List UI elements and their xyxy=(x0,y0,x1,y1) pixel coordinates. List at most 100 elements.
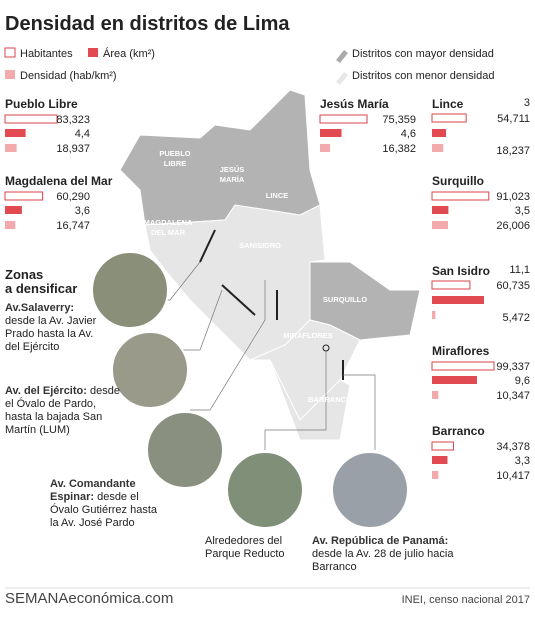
value-label: 34,378 xyxy=(496,441,530,453)
value-label: 75,359 xyxy=(382,114,416,126)
bar xyxy=(432,221,448,229)
district-name: San Isidro xyxy=(432,264,490,278)
bar xyxy=(5,206,22,214)
bar xyxy=(431,113,467,123)
legend-swatch xyxy=(336,50,348,63)
zone-name: Av. del Ejército: xyxy=(5,385,87,397)
map-label: MAGDALENA xyxy=(144,218,193,227)
zones-title-line: a densificar xyxy=(5,281,78,296)
value-label: 60,735 xyxy=(496,280,530,292)
value-label: 91,023 xyxy=(496,191,530,203)
bar xyxy=(431,280,471,290)
zone-description: desde la Av. Javier Prado hasta la Av. d… xyxy=(5,315,97,353)
brand: SEMANAeconómica.com xyxy=(5,590,173,607)
value-label: 83,323 xyxy=(56,114,90,126)
value-label: 60,290 xyxy=(56,191,90,203)
map-label: SANISIDRO xyxy=(239,241,281,250)
bar xyxy=(432,456,448,464)
value-label: 3 xyxy=(524,97,530,109)
map-label: PUEBLO xyxy=(159,149,190,158)
value-label: 26,006 xyxy=(496,220,530,232)
map-label: LIBRE xyxy=(164,159,187,168)
district-name: Jesús María xyxy=(320,97,389,111)
map-label: MARÍA xyxy=(220,175,245,184)
legend-label: Distritos con menor densidad xyxy=(352,70,494,82)
bar xyxy=(432,129,447,137)
zone-description: desde el Óvalo Gutiérrez hasta la Av. Jo… xyxy=(50,491,157,529)
zone-note: Av. República de Panamá: desde la Av. 28… xyxy=(312,535,462,574)
bar xyxy=(5,144,17,152)
zone-name: Av.Salaverry: xyxy=(5,302,75,314)
bar xyxy=(320,144,331,152)
value-label: 4,4 xyxy=(75,128,90,140)
zones-title-line: Zonas xyxy=(5,267,44,282)
value-label: 11,1 xyxy=(509,264,530,276)
zone-note: Av. Comandante Espinar: desde el Óvalo G… xyxy=(50,478,160,530)
zone-name: Av. República de Panamá: xyxy=(312,535,449,547)
legend-swatch xyxy=(4,47,16,58)
bar xyxy=(319,114,368,124)
bar xyxy=(432,471,439,479)
legend-swatch xyxy=(88,48,98,57)
source: INEI, censo nacional 2017 xyxy=(402,594,530,606)
zone-note: Av.Salaverry: desde la Av. Javier Prado … xyxy=(5,302,105,354)
bar xyxy=(432,311,436,319)
bar xyxy=(431,191,490,201)
bar xyxy=(5,221,16,229)
map-label: BARRANCO xyxy=(308,395,352,404)
district-name: Magdalena del Mar xyxy=(5,174,113,188)
value-label: 4,6 xyxy=(401,128,416,140)
map-label: JESÚS xyxy=(220,165,245,174)
bar xyxy=(431,441,454,451)
map-label: LINCE xyxy=(266,191,289,200)
value-label: 99,337 xyxy=(496,361,530,373)
zone-description: Alrededores del Parque Reducto xyxy=(205,535,285,560)
legend-label: Densidad (hab/km²) xyxy=(20,70,117,82)
zone-description: desde la Av. 28 de julio hacia Barranco xyxy=(312,548,454,573)
district-name: Miraflores xyxy=(432,344,490,358)
district-name: Lince xyxy=(432,97,464,111)
bar xyxy=(431,361,495,371)
map-label: DEL MAR xyxy=(151,228,186,237)
value-label: 9,6 xyxy=(515,375,530,387)
value-label: 16,747 xyxy=(56,220,90,232)
legend-label: Habitantes xyxy=(20,48,73,60)
value-label: 10,417 xyxy=(496,470,530,482)
bar xyxy=(432,391,439,399)
bar xyxy=(432,296,484,304)
bar xyxy=(432,206,449,214)
bar xyxy=(432,144,444,152)
title: Densidad en distritos de Lima xyxy=(5,13,290,35)
legend-label: Área (km²) xyxy=(103,47,155,60)
value-label: 10,347 xyxy=(496,390,530,402)
district-name: Barranco xyxy=(432,424,485,438)
bar xyxy=(4,114,58,124)
bar xyxy=(5,129,26,137)
value-label: 54,711 xyxy=(497,113,530,125)
value-label: 3,3 xyxy=(515,455,530,467)
map-label: SURQUILLO xyxy=(323,295,367,304)
bar xyxy=(432,376,477,384)
legend-label: Distritos con mayor densidad xyxy=(352,48,494,60)
value-label: 18,237 xyxy=(496,145,530,157)
value-label: 18,937 xyxy=(56,143,90,155)
value-label: 3,6 xyxy=(75,205,90,217)
map-label: MIRAFLORES xyxy=(283,331,333,340)
zone-name: Av. Comandante Espinar: xyxy=(50,478,136,503)
zone-note: Av. del Ejército: desde el Óvalo de Pard… xyxy=(5,385,120,437)
value-label: 5,472 xyxy=(502,312,530,324)
value-label: 16,382 xyxy=(382,143,416,155)
zone-description: desde el Óvalo de Pardo, hasta la bajada… xyxy=(5,385,120,436)
bar xyxy=(320,129,342,137)
zones-title: Zonas a densificar xyxy=(5,268,77,296)
zone-note: Alrededores del Parque Reducto xyxy=(205,535,295,561)
bar xyxy=(4,191,44,201)
district-name: Surquillo xyxy=(432,174,484,188)
value-label: 3,5 xyxy=(515,205,530,217)
legend-swatch xyxy=(336,72,348,85)
legend-swatch xyxy=(5,70,15,79)
map xyxy=(91,89,421,529)
district-name: Pueblo Libre xyxy=(5,97,78,111)
